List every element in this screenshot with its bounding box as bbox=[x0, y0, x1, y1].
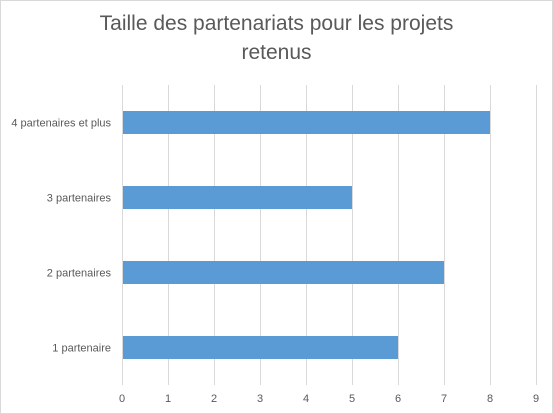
category-label: 1 partenaire bbox=[52, 343, 111, 355]
x-tick-label: 5 bbox=[349, 393, 355, 405]
bar-2 bbox=[123, 261, 444, 284]
x-tick-label: 4 bbox=[303, 393, 309, 405]
bar-3 bbox=[123, 336, 398, 359]
x-tick-label: 1 bbox=[165, 393, 171, 405]
x-tick-label: 7 bbox=[441, 393, 447, 405]
category-label: 4 partenaires et plus bbox=[11, 118, 111, 130]
category-label: 3 partenaires bbox=[47, 193, 112, 205]
x-tick-label: 8 bbox=[487, 393, 493, 405]
chart-title: Taille des partenariats pour les projets… bbox=[1, 9, 552, 67]
x-tick-label: 2 bbox=[211, 393, 217, 405]
x-tick-label: 9 bbox=[533, 393, 539, 405]
x-tick-label: 3 bbox=[257, 393, 263, 405]
bar-0 bbox=[123, 111, 490, 134]
x-tick-label: 0 bbox=[119, 393, 125, 405]
bar-1 bbox=[123, 186, 352, 209]
category-label: 2 partenaires bbox=[47, 268, 112, 280]
x-tick-label: 6 bbox=[395, 393, 401, 405]
chart-title-line-2: retenus bbox=[241, 41, 312, 64]
chart-title-line-1: Taille des partenariats pour les projets bbox=[99, 12, 454, 35]
